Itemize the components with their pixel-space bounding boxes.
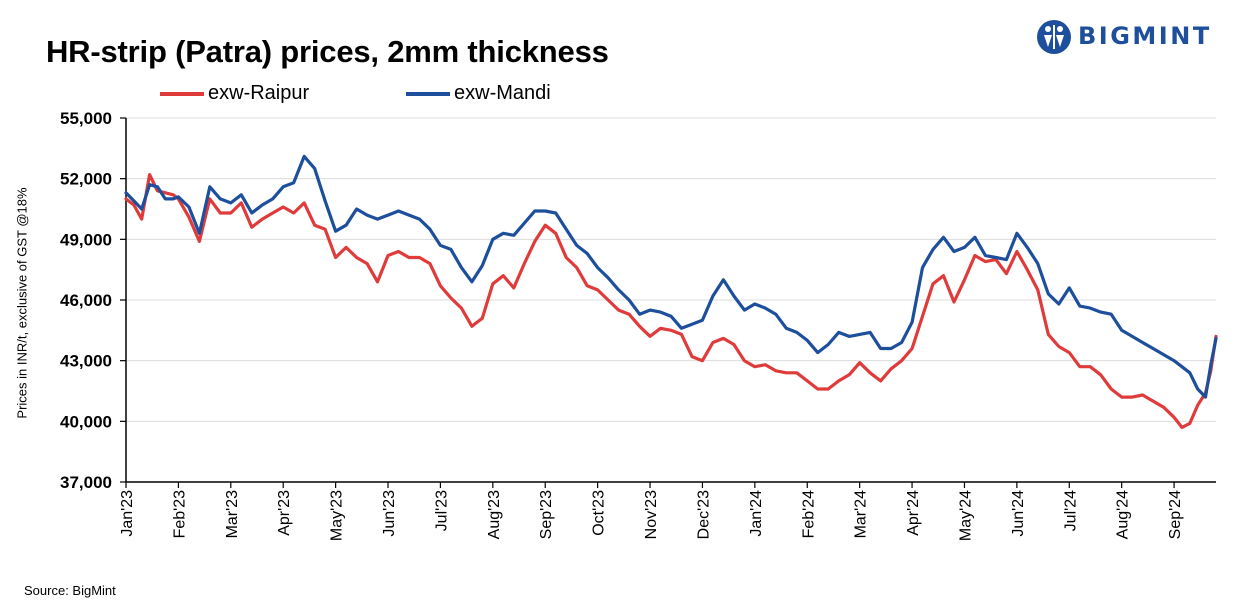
legend-label-raipur: exw-Raipur — [208, 82, 310, 104]
y-axis-ticks: 37,000 40,000 43,000 46,000 49,000 52,000 55,0… — [60, 109, 126, 492]
legend-item-mandi: exw-Mandi — [406, 82, 551, 105]
legend-item-raipur: exw-Raipur — [160, 82, 309, 105]
bigmint-logo: BIGMINT — [1036, 14, 1212, 58]
series-line-exw-mandi — [124, 154, 1218, 399]
gridlines — [126, 117, 1216, 422]
y-tick-label: 49,000 — [60, 230, 112, 249]
x-tick-label: Oct'23 — [591, 490, 608, 536]
x-axis-ticks: Jan'23 Feb'23 Mar'23 Apr'23 May'23 Jun'23 Jul'… — [119, 482, 1184, 541]
x-tick-label: Mar'24 — [853, 490, 870, 539]
legend-swatch-raipur — [160, 91, 204, 96]
series-line-exw-raipur — [124, 173, 1218, 429]
bigmint-logo-icon — [1037, 20, 1071, 54]
x-tick-label: Jul'24 — [1062, 490, 1079, 531]
x-tick-label: May'24 — [957, 490, 974, 541]
y-tick-label: 52,000 — [60, 170, 112, 189]
y-tick-label: 37,000 — [60, 473, 112, 492]
x-tick-label: Jul'23 — [433, 490, 450, 531]
x-tick-label: Jun'24 — [1010, 490, 1027, 537]
x-tick-label: Feb'24 — [800, 490, 817, 539]
x-tick-label: Nov'23 — [643, 490, 660, 539]
x-tick-label: Sep'23 — [538, 490, 555, 539]
x-tick-label: Dec'23 — [695, 490, 712, 539]
bigmint-logo-text: BIGMINT — [1078, 22, 1212, 50]
x-tick-label: Apr'23 — [276, 490, 293, 536]
series-lines — [124, 154, 1218, 429]
x-tick-label: Feb'23 — [171, 490, 188, 539]
y-tick-label: 40,000 — [60, 412, 112, 431]
x-tick-label: Sep'24 — [1167, 490, 1184, 539]
x-tick-label: Mar'23 — [224, 490, 241, 539]
source-note: Source: BigMint — [24, 583, 116, 598]
chart-title: HR-strip (Patra) prices, 2mm thickness — [46, 34, 609, 69]
y-tick-label: 55,000 — [60, 109, 112, 128]
x-tick-label: Jan'24 — [748, 490, 765, 537]
legend-label-mandi: exw-Mandi — [454, 82, 551, 104]
x-tick-label: Jan'23 — [119, 490, 136, 537]
y-tick-label: 46,000 — [60, 291, 112, 310]
x-tick-label: Jun'23 — [381, 490, 398, 537]
x-tick-label: Aug'24 — [1115, 490, 1132, 539]
x-tick-label: Aug'23 — [486, 490, 503, 539]
legend-swatch-mandi — [406, 91, 450, 96]
x-tick-label: May'23 — [329, 490, 346, 541]
x-tick-label: Apr'24 — [905, 490, 922, 536]
y-tick-label: 43,000 — [60, 352, 112, 371]
